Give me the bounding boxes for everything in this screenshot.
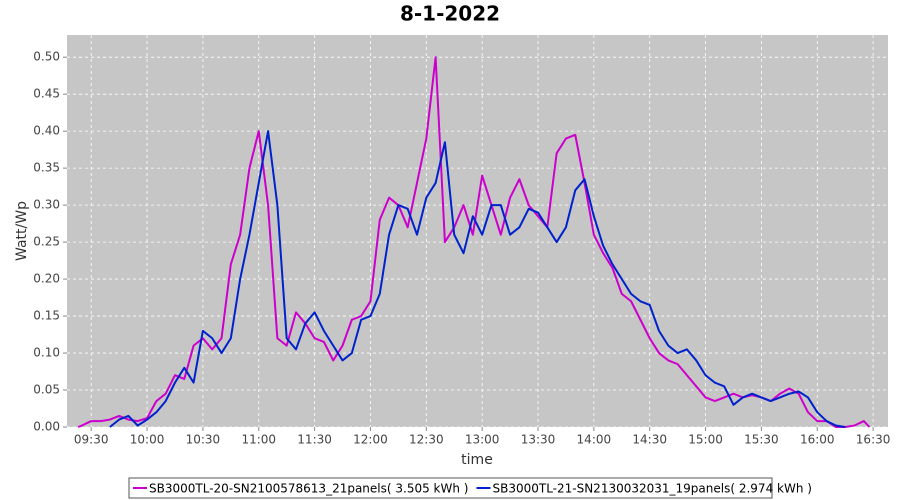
- x-tick-label: 10:00: [130, 433, 165, 447]
- x-tick-label: 14:30: [632, 433, 667, 447]
- x-tick-label: 15:00: [688, 433, 723, 447]
- series-line: [109, 130, 846, 428]
- x-tick-label: 10:30: [186, 433, 221, 447]
- x-axis-label: time: [461, 452, 493, 468]
- series-line: [77, 56, 871, 428]
- x-tick-label: 13:00: [465, 433, 500, 447]
- x-tick-label: 12:00: [353, 433, 388, 447]
- y-tick-label: 0.15: [33, 309, 60, 323]
- y-tick-label: 0.25: [33, 235, 60, 249]
- y-axis-label: Watt/Wp: [14, 201, 30, 261]
- legend: [128, 477, 773, 499]
- legend-label: SB3000TL-20-SN2100578613_21panels( 3.505…: [149, 482, 468, 496]
- y-tick-label: 0.50: [33, 50, 60, 64]
- y-tick-label: 0.30: [33, 198, 60, 212]
- y-tick-label: 0.35: [33, 161, 60, 175]
- y-tick-label: 0.20: [33, 272, 60, 286]
- x-tick-label: 12:30: [409, 433, 444, 447]
- x-tick-label: 11:30: [297, 433, 332, 447]
- x-tick-label: 09:30: [74, 433, 109, 447]
- y-tick-label: 0.10: [33, 346, 60, 360]
- legend-label: SB3000TL-21-SN2130032031_19panels( 2.974…: [492, 482, 811, 496]
- y-tick-label: 0.45: [33, 87, 60, 101]
- y-tick-label: 0.00: [33, 420, 60, 434]
- chart-title: 8-1-2022: [400, 2, 500, 26]
- y-tick-label: 0.40: [33, 124, 60, 138]
- x-tick-label: 13:30: [521, 433, 556, 447]
- x-tick-label: 15:30: [744, 433, 779, 447]
- y-tick-label: 0.05: [33, 383, 60, 397]
- x-tick-label: 11:00: [241, 433, 276, 447]
- x-tick-label: 16:00: [800, 433, 835, 447]
- plot-area: [67, 35, 888, 427]
- x-tick-label: 16:30: [856, 433, 891, 447]
- x-tick-label: 14:00: [577, 433, 612, 447]
